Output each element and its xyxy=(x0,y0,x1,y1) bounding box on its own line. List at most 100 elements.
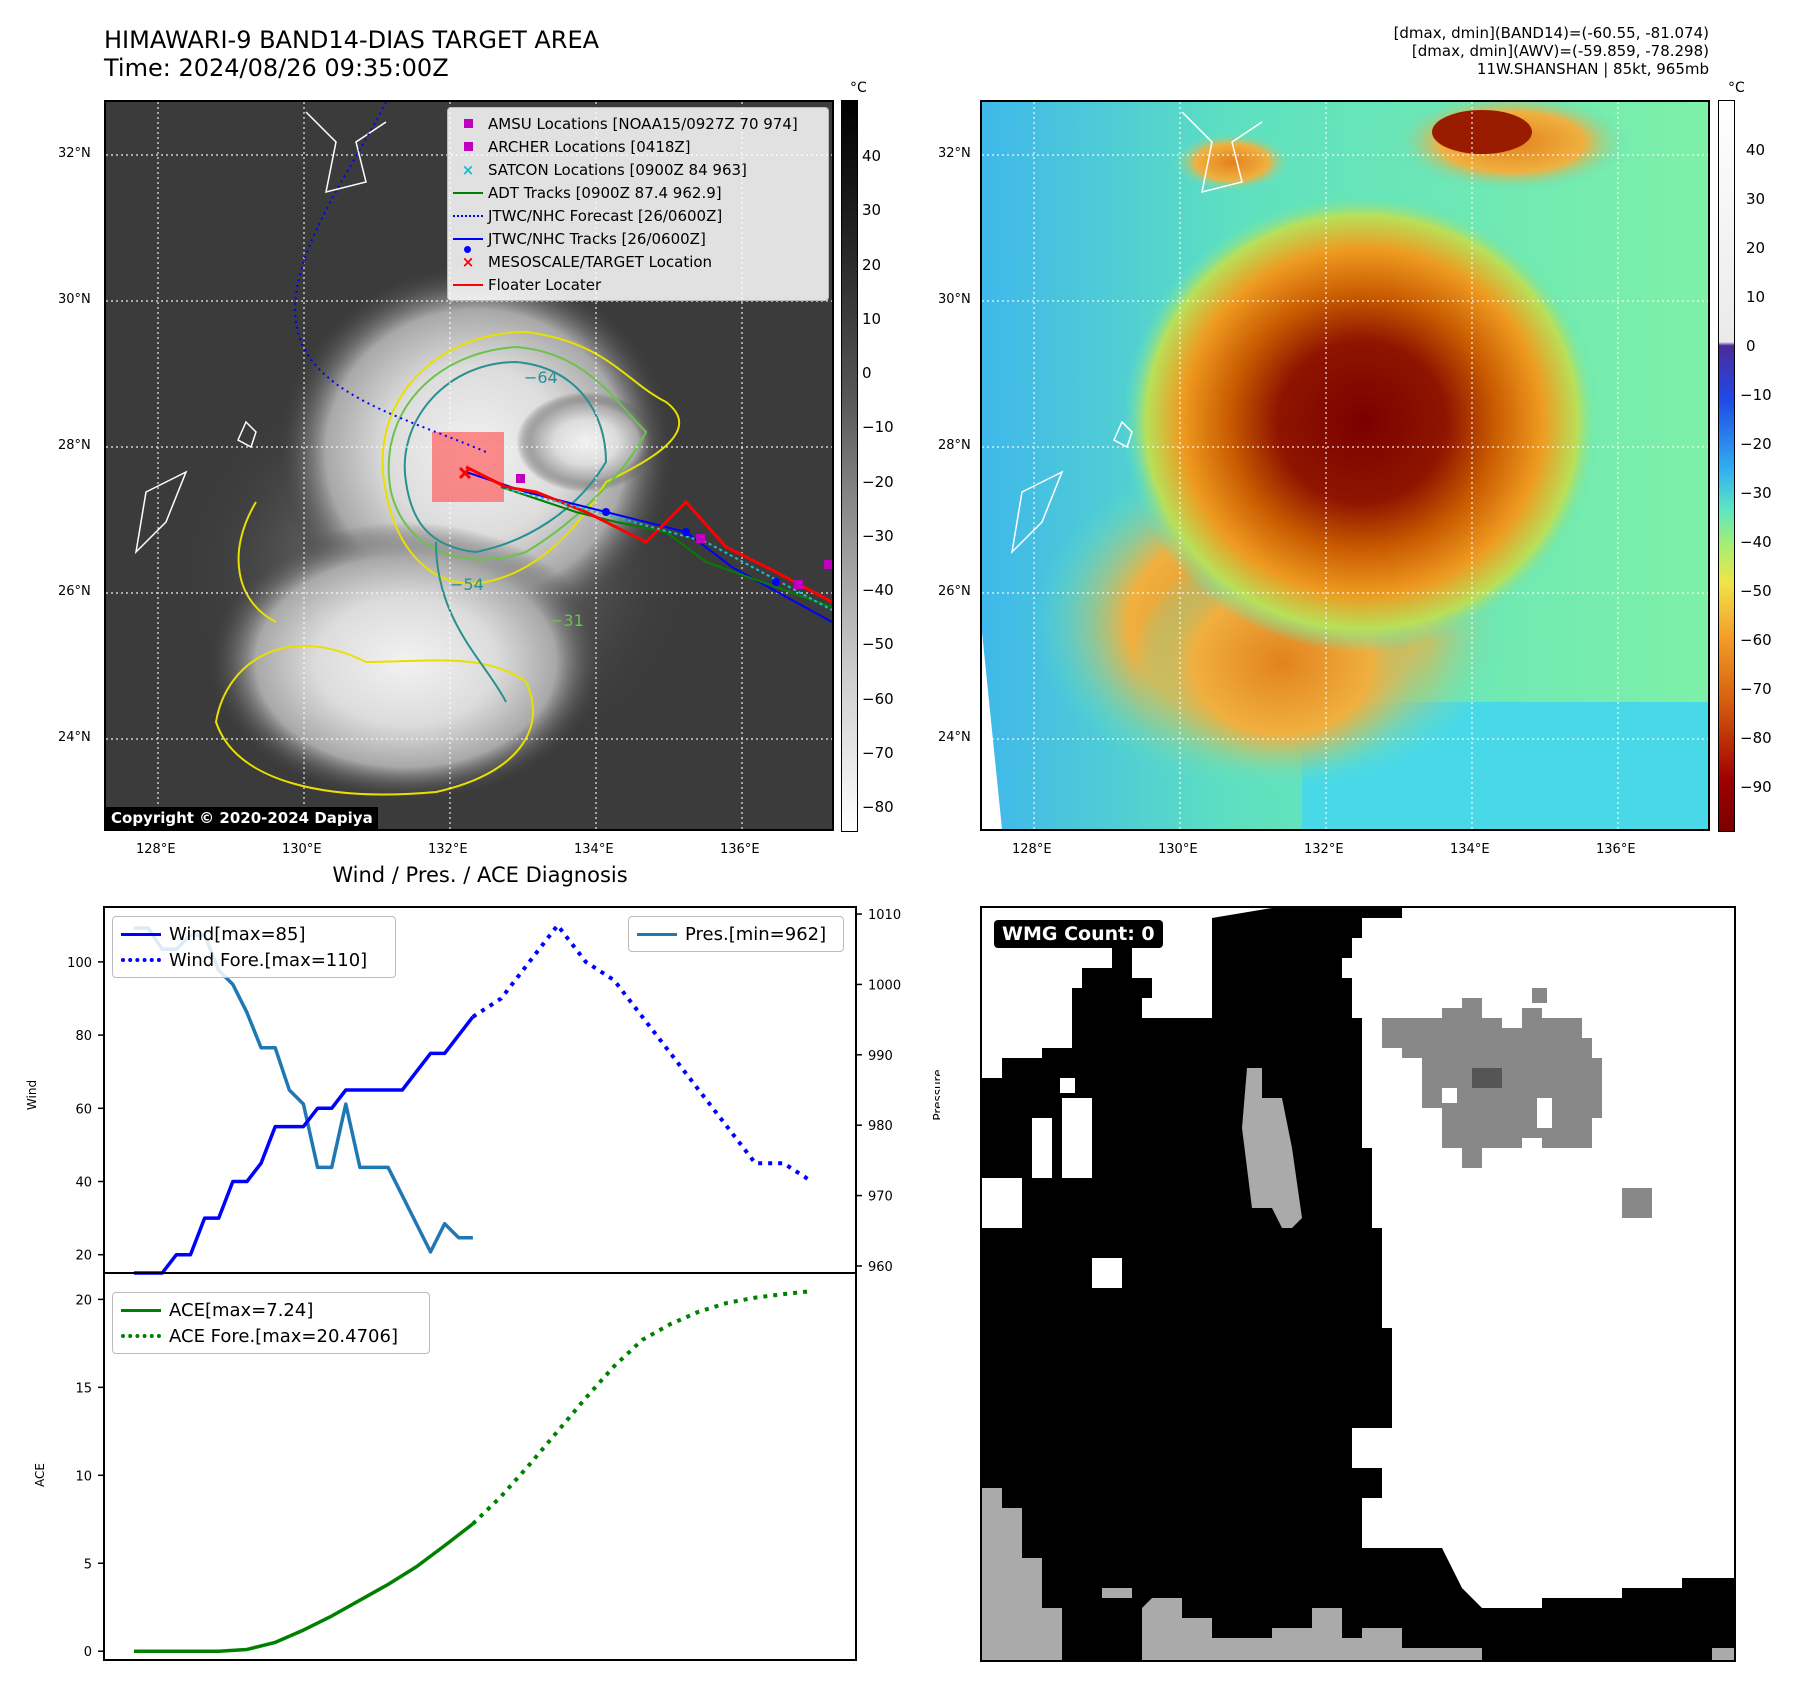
cb-tick: −70 xyxy=(862,744,894,762)
cb-tick: 20 xyxy=(1746,239,1766,257)
tr-info-line1: [dmax, dmin](BAND14)=(-60.55, -81.074) xyxy=(1393,24,1709,42)
wind-line xyxy=(134,1015,475,1275)
cb-tick: 30 xyxy=(862,201,882,219)
square-marker-icon xyxy=(448,119,488,128)
cb-tick: −50 xyxy=(862,635,894,653)
diagnosis-title: Wind / Pres. / ACE Diagnosis xyxy=(332,863,628,887)
dotted-line-icon xyxy=(113,1334,169,1338)
ace-tick-label: 10 xyxy=(75,1469,92,1484)
lat-label: 24°N xyxy=(58,730,91,745)
wmg-mask-svg xyxy=(982,908,1734,1660)
lat-label: 28°N xyxy=(58,438,91,453)
top-right-info: [dmax, dmin](BAND14)=(-60.55, -81.074) [… xyxy=(1394,24,1709,78)
legend-adt: ADT Tracks [0900Z 87.4 962.9] xyxy=(448,181,828,204)
wmg-mask-panel: WMG Count: 0 xyxy=(980,906,1736,1662)
cb-tick: 10 xyxy=(1746,288,1766,306)
legend-forecast: JTWC/NHC Forecast [26/0600Z] xyxy=(448,204,828,227)
lon-label: 128°E xyxy=(136,842,176,857)
cb-tick: 40 xyxy=(862,147,882,165)
cb-tick: −10 xyxy=(1740,386,1772,404)
wind-tick-label: 20 xyxy=(75,1249,92,1264)
legend-ace-fore: ACE Fore.[max=20.4706] xyxy=(113,1323,429,1349)
legend-tracks-label: JTWC/NHC Tracks [26/0600Z] xyxy=(488,229,706,248)
lat-label: 26°N xyxy=(938,584,971,599)
tr-lon-labels: 128°E 130°E 132°E 134°E 136°E xyxy=(980,842,1710,860)
cb-tick: −30 xyxy=(862,527,894,545)
wind-tick-label: 60 xyxy=(75,1102,92,1117)
legend-target-label: MESOSCALE/TARGET Location xyxy=(488,252,713,271)
legend-satcon: × SATCON Locations [0900Z 84 963] xyxy=(448,158,828,181)
cb-tick: −40 xyxy=(1740,533,1772,551)
line-dot-marker-icon xyxy=(448,237,488,253)
ace-tick-label: 15 xyxy=(75,1381,92,1396)
wind-forecast-line xyxy=(471,923,813,1184)
lon-label: 136°E xyxy=(720,842,760,857)
lon-label: 134°E xyxy=(1450,842,1490,857)
contour-label-31: −31 xyxy=(550,611,584,630)
ir-satellite-image: −64 −54 −31 AMSU Locations [NOAA15/0927Z… xyxy=(104,100,834,831)
solid-line-icon xyxy=(113,932,169,936)
map-legend: AMSU Locations [NOAA15/0927Z 70 974] ARC… xyxy=(447,107,829,301)
cb-tick: 40 xyxy=(1746,141,1766,159)
pres-legend: Pres.[min=962] xyxy=(628,916,844,952)
legend-wind-fore: Wind Fore.[max=110] xyxy=(113,947,395,973)
line-marker-icon xyxy=(448,283,488,286)
pressure-tick-label: 960 xyxy=(868,1260,893,1275)
lat-label: 30°N xyxy=(938,292,971,307)
tl-lat-labels: 32°N 30°N 28°N 26°N 24°N xyxy=(58,100,102,830)
ace-tick-label: 5 xyxy=(84,1557,92,1572)
awv-image-svg xyxy=(982,102,1708,829)
legend-ace: ACE[max=7.24] xyxy=(113,1297,429,1323)
line-marker-icon xyxy=(448,191,488,194)
ace-forecast-line xyxy=(471,1289,812,1526)
tr-lat-labels: 32°N 30°N 28°N 26°N 24°N xyxy=(938,100,982,830)
pressure-tick-label: 970 xyxy=(868,1190,893,1205)
legend-amsu-label: AMSU Locations [NOAA15/0927Z 70 974] xyxy=(488,114,798,133)
dotted-line-icon xyxy=(448,214,488,217)
lat-label: 32°N xyxy=(58,146,91,161)
legend-ace-label: ACE[max=7.24] xyxy=(169,1299,314,1321)
cb-tick: −60 xyxy=(1740,631,1772,649)
legend-target: × MESOSCALE/TARGET Location xyxy=(448,250,828,273)
legend-tracks: JTWC/NHC Tracks [26/0600Z] xyxy=(448,227,828,253)
pressure-tick-label: 990 xyxy=(868,1049,893,1064)
tl-colorbar-ticks: 40 30 20 10 0 −10 −20 −30 −40 −50 −60 −7… xyxy=(862,100,922,830)
cb-tick: −60 xyxy=(862,690,894,708)
lon-label: 134°E xyxy=(574,842,614,857)
cb-tick: −20 xyxy=(862,473,894,491)
wind-tick-label: 40 xyxy=(75,1176,92,1191)
x-marker-icon: × xyxy=(461,252,475,271)
legend-pres: Pres.[min=962] xyxy=(629,921,843,947)
cb-tick: −90 xyxy=(1740,778,1772,796)
cb-tick: −70 xyxy=(1740,680,1772,698)
contour-label-54: −54 xyxy=(450,575,484,594)
tl-lon-labels: 128°E 130°E 132°E 134°E 136°E xyxy=(104,842,834,860)
wind-tick-label: 80 xyxy=(75,1029,92,1044)
lat-label: 32°N xyxy=(938,146,971,161)
legend-archer-label: ARCHER Locations [0418Z] xyxy=(488,137,691,156)
legend-floater-label: Floater Locater xyxy=(488,275,602,294)
legend-pres-label: Pres.[min=962] xyxy=(685,923,827,945)
wmg-count-badge: WMG Count: 0 xyxy=(994,920,1163,948)
cb-tick: −20 xyxy=(1740,435,1772,453)
lon-label: 128°E xyxy=(1012,842,1052,857)
wind-ylabel: Wind xyxy=(25,1080,39,1110)
ace-tick-label: 20 xyxy=(75,1293,92,1308)
ace-ylabel: ACE xyxy=(33,1463,47,1487)
tr-info-line2: [dmax, dmin](AWV)=(-59.859, -78.298) xyxy=(1411,42,1709,60)
copyright-badge: Copyright © 2020-2024 Dapiya xyxy=(106,807,378,829)
pressure-tick-label: 1010 xyxy=(868,908,901,923)
tl-colorbar xyxy=(841,100,858,832)
tl-title-line2: Time: 2024/08/26 09:35:00Z xyxy=(104,54,449,82)
legend-wind-label: Wind[max=85] xyxy=(169,923,306,945)
legend-amsu: AMSU Locations [NOAA15/0927Z 70 974] xyxy=(448,112,828,135)
solid-line-icon xyxy=(113,1308,169,1312)
legend-wind-fore-label: Wind Fore.[max=110] xyxy=(169,949,368,971)
tr-colorbar xyxy=(1718,100,1735,832)
cb-tick: 0 xyxy=(862,364,872,382)
legend-adt-label: ADT Tracks [0900Z 87.4 962.9] xyxy=(488,183,722,202)
lat-label: 24°N xyxy=(938,730,971,745)
awv-satellite-image xyxy=(980,100,1710,831)
lon-label: 130°E xyxy=(282,842,322,857)
cb-tick: 30 xyxy=(1746,190,1766,208)
